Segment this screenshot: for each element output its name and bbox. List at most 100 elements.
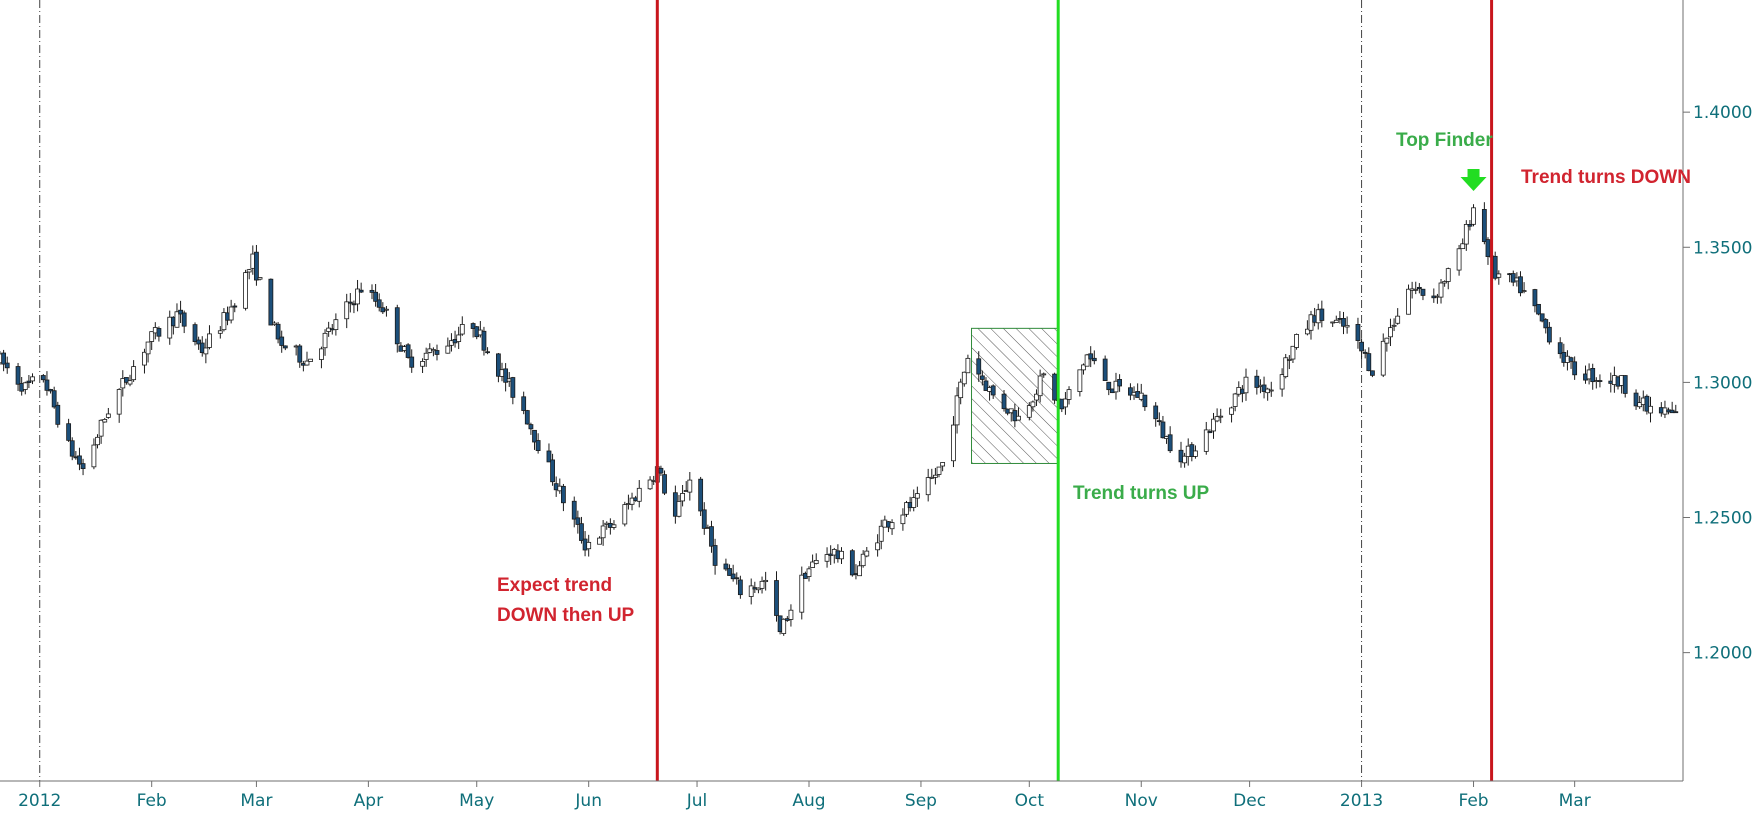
candle-body-down bbox=[358, 289, 364, 293]
candle bbox=[192, 322, 198, 346]
candle bbox=[1243, 368, 1249, 401]
candle-body-down bbox=[1088, 353, 1094, 360]
candle-body-up bbox=[228, 306, 234, 321]
candle bbox=[1384, 337, 1390, 352]
candle bbox=[1304, 320, 1310, 336]
candle bbox=[203, 338, 209, 364]
y-tick-label: 1.3000 bbox=[1693, 373, 1752, 393]
candle-body-down bbox=[1359, 341, 1364, 352]
candle bbox=[181, 310, 187, 334]
candle bbox=[701, 502, 707, 535]
candle bbox=[936, 466, 942, 478]
candle-body-down bbox=[698, 478, 704, 512]
candle bbox=[470, 322, 476, 338]
candle-body-up bbox=[622, 504, 628, 525]
candle bbox=[131, 360, 137, 382]
candle bbox=[1467, 220, 1473, 231]
candle-body-up bbox=[929, 476, 935, 479]
candle bbox=[1557, 337, 1563, 359]
candle-body-up bbox=[384, 308, 389, 311]
candle bbox=[1207, 429, 1213, 434]
candle-body-down bbox=[528, 424, 534, 430]
candle bbox=[687, 471, 693, 501]
candle-body-up bbox=[1283, 357, 1289, 378]
candle bbox=[1644, 394, 1650, 415]
candle-body-down bbox=[4, 362, 10, 369]
candle-body-up bbox=[322, 332, 328, 349]
x-tick-label: Feb bbox=[1458, 791, 1488, 811]
candle bbox=[322, 329, 328, 356]
candle-body-up bbox=[1243, 376, 1249, 394]
candle bbox=[1362, 349, 1368, 359]
candle-body-up bbox=[1294, 334, 1299, 348]
candle bbox=[1030, 400, 1036, 412]
candle-body-up bbox=[1456, 248, 1462, 271]
candle-body-up bbox=[1286, 359, 1292, 361]
candle bbox=[246, 268, 252, 280]
candle bbox=[98, 419, 104, 444]
candle-body-up bbox=[1395, 315, 1401, 324]
candle-body-down bbox=[80, 463, 86, 470]
candle bbox=[1319, 300, 1325, 328]
candle bbox=[1413, 281, 1419, 295]
candle bbox=[1113, 372, 1119, 400]
candle bbox=[900, 508, 906, 531]
candle bbox=[1229, 406, 1234, 423]
candle bbox=[878, 519, 884, 550]
candle bbox=[333, 313, 339, 336]
candle bbox=[1193, 445, 1198, 459]
candle-body-up bbox=[781, 618, 787, 634]
candle-body-up bbox=[1041, 373, 1047, 376]
candle bbox=[1485, 237, 1491, 265]
candle-body-up bbox=[1496, 273, 1502, 278]
candle-body-up bbox=[243, 272, 248, 309]
candle-body-down bbox=[48, 389, 53, 392]
candle bbox=[1066, 386, 1072, 405]
candle bbox=[658, 465, 664, 476]
candle-body-down bbox=[1052, 373, 1057, 401]
candle-body-up bbox=[98, 419, 104, 437]
candle bbox=[521, 391, 527, 415]
candle-body-up bbox=[1380, 340, 1386, 376]
candle-body-down bbox=[405, 344, 411, 358]
candle bbox=[1442, 280, 1448, 287]
candle-body-down bbox=[1370, 370, 1375, 376]
candle-body-up bbox=[933, 474, 938, 478]
candle bbox=[1286, 355, 1292, 370]
hatched-box bbox=[971, 327, 1059, 464]
candle bbox=[257, 277, 263, 281]
candle-body-up bbox=[456, 334, 462, 342]
candle bbox=[1633, 389, 1639, 410]
candle bbox=[961, 371, 967, 387]
candle bbox=[774, 571, 779, 622]
annotation-expect-trend-line1: Expect trend bbox=[497, 575, 612, 596]
candle-body-down bbox=[1492, 255, 1498, 279]
candle-body-up bbox=[636, 487, 642, 502]
candle-body-up bbox=[839, 550, 844, 560]
candle-body-down bbox=[156, 328, 162, 337]
candle bbox=[254, 244, 259, 286]
candle-body-down bbox=[1532, 289, 1538, 307]
candle bbox=[1001, 390, 1007, 412]
candle bbox=[243, 269, 248, 311]
candle-body-down bbox=[1597, 380, 1603, 382]
candle-body-down bbox=[1254, 375, 1260, 388]
candle bbox=[409, 349, 415, 373]
candle bbox=[1481, 202, 1487, 245]
candle-body-down bbox=[347, 301, 353, 304]
x-tick-label: Mar bbox=[1559, 791, 1591, 811]
candle bbox=[1088, 346, 1094, 368]
candle-body-down bbox=[232, 305, 238, 308]
candle bbox=[781, 618, 787, 636]
candle-body-up bbox=[131, 366, 137, 381]
candle bbox=[69, 437, 75, 461]
candle bbox=[954, 387, 960, 434]
candle-body-up bbox=[30, 376, 35, 382]
candle-body-up bbox=[459, 324, 465, 335]
candle bbox=[546, 443, 552, 463]
candle-body-up bbox=[1030, 401, 1036, 408]
x-tick-label: Jun bbox=[574, 791, 602, 811]
candle bbox=[1344, 316, 1350, 334]
candle-body-up bbox=[1413, 288, 1419, 291]
